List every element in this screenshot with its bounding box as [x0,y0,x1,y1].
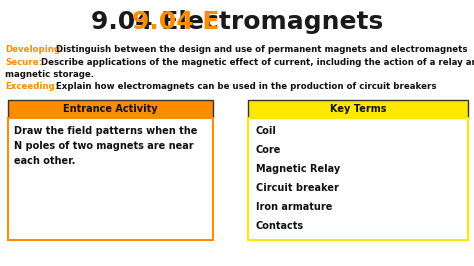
Text: Explain how electromagnets can be used in the production of circuit breakers: Explain how electromagnets can be used i… [53,82,437,91]
FancyBboxPatch shape [248,100,468,118]
Text: Secure:: Secure: [5,58,42,67]
Text: Describe applications of the magnetic effect of current, including the action of: Describe applications of the magnetic ef… [38,58,474,67]
FancyBboxPatch shape [8,100,213,118]
Text: Developing:: Developing: [5,45,64,54]
Text: Circuit breaker: Circuit breaker [256,183,339,193]
Text: Draw the field patterns when the
N poles of two magnets are near
each other.: Draw the field patterns when the N poles… [14,126,197,166]
Text: Coil: Coil [256,126,277,136]
FancyBboxPatch shape [248,118,468,240]
Text: 9.04 E: 9.04 E [132,10,342,34]
Text: Contacts: Contacts [256,221,304,231]
Text: Key Terms: Key Terms [330,104,386,114]
FancyBboxPatch shape [8,118,213,240]
Text: Entrance Activity: Entrance Activity [63,104,158,114]
Text: Core: Core [256,145,282,155]
Text: Magnetic Relay: Magnetic Relay [256,164,340,174]
Text: Distinguish between the design and use of permanent magnets and electromagnets: Distinguish between the design and use o… [53,45,467,54]
Text: 9.04 Electromagnets: 9.04 Electromagnets [91,10,383,34]
Text: Exceeding:: Exceeding: [5,82,58,91]
Text: Iron armature: Iron armature [256,202,332,212]
Text: magnetic storage.: magnetic storage. [5,70,94,79]
